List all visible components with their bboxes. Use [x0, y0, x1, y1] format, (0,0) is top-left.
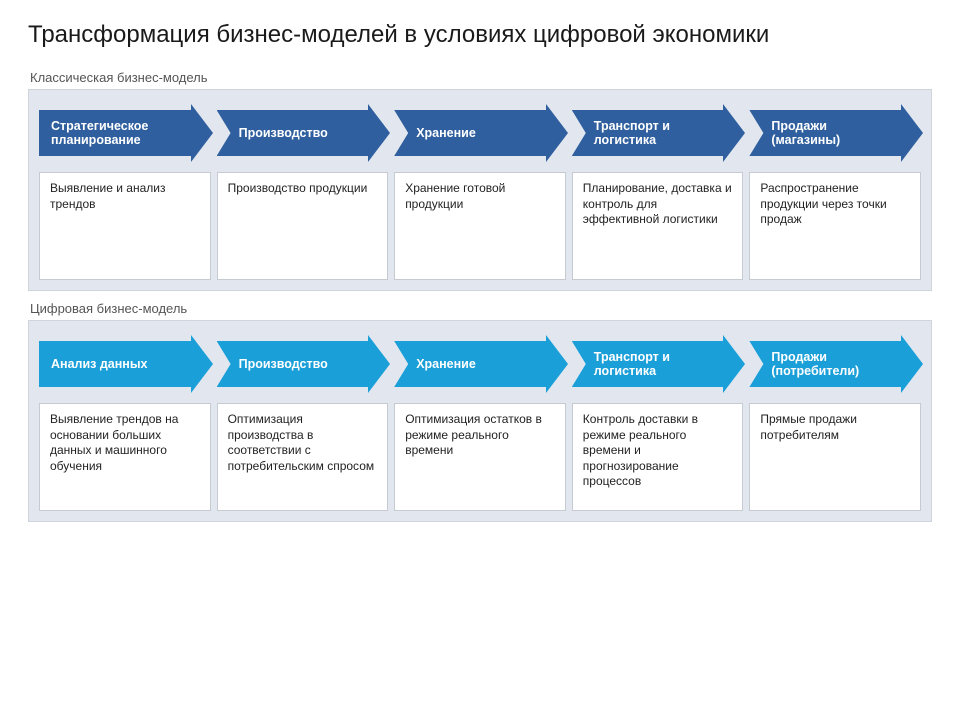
arrow-label: Производство	[217, 126, 371, 140]
desc-box: Контроль доставки в режиме реального вре…	[572, 403, 744, 511]
arrow-label: Транспорт и логистика	[572, 350, 726, 379]
arrow-step: Производство	[217, 104, 389, 162]
desc-box: Хранение готовой продукции	[394, 172, 566, 280]
desc-row-classical: Выявление и анализ трендов Производство …	[39, 172, 921, 280]
arrow-step: Продажи (магазины)	[749, 104, 921, 162]
arrow-label: Стратегическое планирование	[39, 119, 193, 148]
desc-row-digital: Выявление трендов на основании больших д…	[39, 403, 921, 511]
desc-box: Оптимизация остатков в режиме реального …	[394, 403, 566, 511]
desc-box: Планирование, доставка и контроль для эф…	[572, 172, 744, 280]
arrow-label: Продажи (потребители)	[749, 350, 903, 379]
section-label-digital: Цифровая бизнес-модель	[30, 301, 932, 316]
arrow-step: Транспорт и логистика	[572, 104, 744, 162]
arrow-label: Производство	[217, 357, 371, 371]
desc-box: Выявление и анализ трендов	[39, 172, 211, 280]
arrow-step: Стратегическое планирование	[39, 104, 211, 162]
section-label-classical: Классическая бизнес-модель	[30, 70, 932, 85]
arrow-step: Хранение	[394, 104, 566, 162]
arrow-step: Анализ данных	[39, 335, 211, 393]
arrow-row-digital: Анализ данных Производство Хранение Тран…	[39, 335, 921, 393]
arrow-row-classical: Стратегическое планирование Производство…	[39, 104, 921, 162]
desc-box: Выявление трендов на основании больших д…	[39, 403, 211, 511]
arrow-step: Хранение	[394, 335, 566, 393]
desc-box: Прямые продажи потребителям	[749, 403, 921, 511]
panel-classical: Стратегическое планирование Производство…	[28, 89, 932, 291]
arrow-label: Транспорт и логистика	[572, 119, 726, 148]
arrow-label: Продажи (магазины)	[749, 119, 903, 148]
arrow-label: Анализ данных	[39, 357, 193, 371]
panel-digital: Анализ данных Производство Хранение Тран…	[28, 320, 932, 522]
arrow-label: Хранение	[394, 357, 548, 371]
desc-box: Распространение продукции через точки пр…	[749, 172, 921, 280]
arrow-label: Хранение	[394, 126, 548, 140]
desc-box: Оптимизация производства в соответствии …	[217, 403, 389, 511]
arrow-step: Производство	[217, 335, 389, 393]
page-title: Трансформация бизнес-моделей в условиях …	[28, 20, 932, 50]
arrow-step: Транспорт и логистика	[572, 335, 744, 393]
arrow-step: Продажи (потребители)	[749, 335, 921, 393]
desc-box: Производство продукции	[217, 172, 389, 280]
